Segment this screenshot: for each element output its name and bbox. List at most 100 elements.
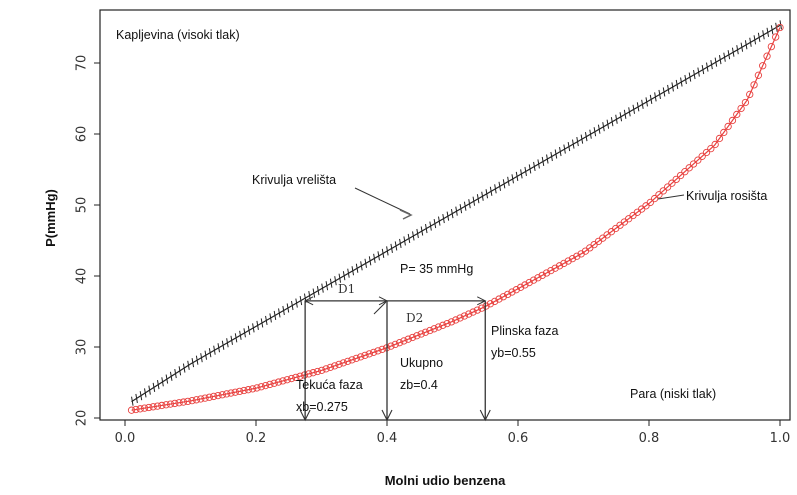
y-tick-label: 30 [75,339,90,356]
boiling-point-marker [693,69,696,80]
boiling-point-marker [433,218,437,229]
boiling-point-marker [221,340,225,350]
boiling-point-marker [468,199,471,209]
boiling-point-marker [727,50,731,60]
boiling-point-marker [282,305,285,316]
boiling-point-marker [321,283,324,293]
boiling-point-marker [286,303,290,313]
dew-point-marker [313,367,322,376]
boiling-point-marker [645,97,648,107]
boiling-point-marker [589,129,592,139]
dew-point-marker [300,371,309,379]
dew-curve-label: Krivulja rosišta [686,189,767,203]
dew-point-marker [283,376,291,384]
dew-point-marker [521,281,529,289]
dew-point-marker [482,302,490,310]
dew-point-marker [339,359,348,367]
boiling-point-marker [710,60,713,70]
x-tick-label: 1.0 [770,431,791,446]
boiling-point-marker [329,278,333,288]
boiling-point-marker [671,82,674,92]
boiling-point-marker [593,127,597,137]
boiling-point-marker [619,112,623,122]
dew-point-marker [728,116,737,125]
dew-point-marker [547,266,555,275]
dew-point-marker [378,345,386,353]
x-tick-label: 0.4 [377,431,398,446]
dew-label-arrow [657,194,685,200]
boiling-point-marker [416,228,419,239]
y-tick-label: 60 [75,126,90,143]
boiling-arrow-head [399,209,413,220]
dew-point-marker [326,363,335,371]
region-bottom-label: Para (niski tlak) [630,387,716,401]
dew-point-marker [456,314,464,322]
boiling-point-marker [148,385,151,395]
dew-point-marker [348,356,356,364]
dew-point-marker [672,175,680,184]
boiling-point-marker [161,377,164,387]
dew-point-marker [434,323,443,331]
dew-point-marker [140,404,149,412]
y-tick-label: 50 [75,197,90,214]
boiling-point-marker [377,251,380,261]
boiling-point-marker [533,161,536,172]
y-tick-label: 70 [75,55,90,72]
boiling-point-marker [273,310,277,321]
dew-point-marker [205,393,214,401]
boiling-point-marker [200,353,203,363]
boiling-point-marker [247,325,251,335]
boiling-point-marker [507,176,510,186]
boiling-point-marker [723,52,726,62]
x-axis-title: Molni udio benzena [385,473,506,488]
boiling-point-marker [390,243,393,253]
boiling-point-marker [463,201,467,211]
boiling-point-marker [360,261,363,271]
boiling-point-marker [749,37,752,47]
dew-point-marker [421,328,430,336]
dew-point-marker [132,405,140,414]
boiling-point-marker [580,134,584,144]
boiling-point-marker [731,47,735,57]
dew-point-marker [296,372,304,380]
dew-point-marker [689,160,698,168]
dew-point-marker [149,403,157,411]
series-boiling-curve [131,20,782,406]
dew-point-marker [210,392,218,401]
dew-point-marker [253,384,261,392]
boiling-point-marker [524,166,527,176]
dew-point-marker [711,140,719,149]
dew-point-marker [387,342,395,350]
dew-point-marker [776,23,784,32]
boiling-point-marker [312,288,316,298]
boiling-point-marker [641,99,644,109]
dew-point-marker [676,171,685,180]
boiling-point-marker [550,151,553,162]
boiling-point-marker [606,119,610,129]
boiling-point-marker [714,57,718,67]
boiling-point-marker [675,79,679,90]
boiling-point-marker [572,139,575,149]
dew-point-marker [171,399,179,408]
boiling-point-marker [498,181,501,191]
dew-point-marker [659,187,667,195]
d2-arrow-right [477,296,487,306]
liquid-arrowhead [299,409,311,422]
dew-point-marker [767,42,776,51]
boiling-point-marker [243,328,246,338]
dew-point-marker [274,378,283,386]
x-tick-label: 0.2 [246,431,267,446]
vapor-arrowhead [479,409,491,422]
d1-arrow-left [304,296,314,306]
boiling-point-marker [563,144,566,154]
dew-point-marker [145,403,153,412]
dew-point-marker [564,257,572,265]
dew-point-marker [685,164,693,172]
dew-point-marker [512,286,520,294]
dew-point-marker [724,122,732,131]
dew-point-marker [279,377,287,385]
boiling-point-marker [213,345,216,355]
dew-point-marker [227,389,235,397]
dew-point-marker [499,293,507,301]
dew-point-marker [214,391,222,400]
